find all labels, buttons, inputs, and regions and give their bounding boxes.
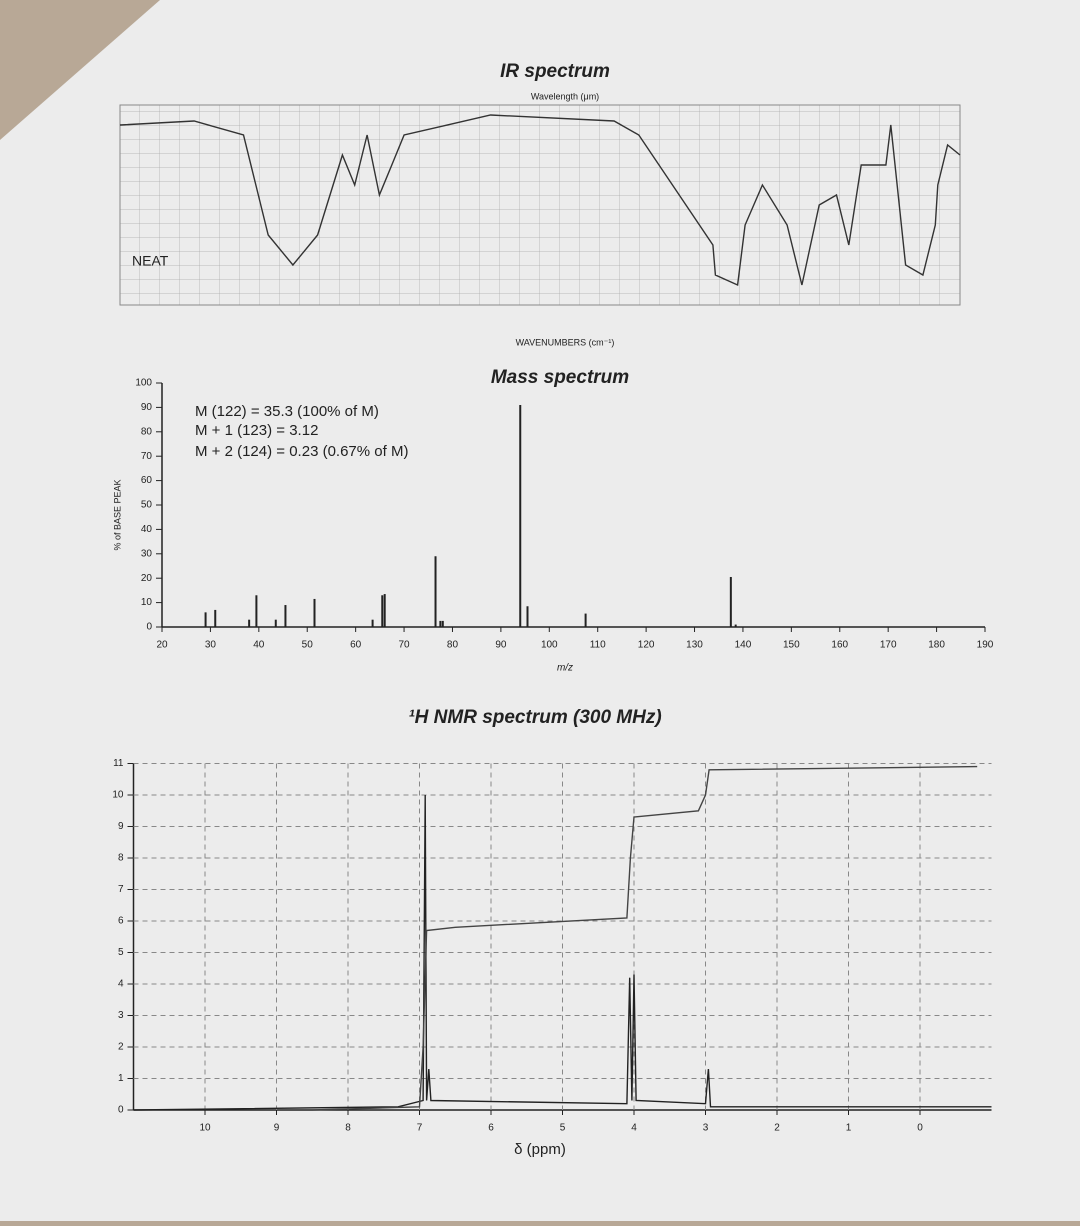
x-tick-label: 40 (253, 640, 265, 651)
x-tick-label: 140 (735, 640, 752, 651)
ms-annotation: M + 1 (123) = 3.12 (195, 422, 318, 439)
y-tick-label: 40 (141, 524, 153, 535)
x-tick-label: 130 (686, 640, 703, 651)
ms-title: Mass spectrum (491, 367, 629, 388)
y-tick-label: 70 (141, 451, 153, 462)
y-tick-label: 11 (113, 758, 124, 769)
y-tick-label: 100 (135, 378, 152, 389)
nmr-title: ¹H NMR spectrum (300 MHz) (408, 707, 661, 728)
x-tick-label: 90 (495, 640, 507, 651)
x-tick-label: 100 (541, 640, 558, 651)
y-tick-label: 30 (141, 548, 153, 559)
y-tick-label: 50 (141, 500, 153, 511)
y-tick-label: 7 (118, 884, 124, 895)
x-tick-label: 60 (350, 640, 362, 651)
y-tick-label: 1 (118, 1073, 124, 1084)
x-tick-label: 120 (638, 640, 655, 651)
y-tick-label: 9 (118, 821, 124, 832)
y-tick-label: 3 (118, 1010, 124, 1021)
x-tick-label: 150 (783, 640, 800, 651)
x-tick-label: 180 (928, 640, 945, 651)
ms-annotation: M + 2 (124) = 0.23 (0.67% of M) (195, 443, 408, 460)
y-tick-label: 80 (141, 426, 153, 437)
y-tick-label: 2 (118, 1042, 124, 1053)
x-tick-label: 20 (156, 640, 168, 651)
y-tick-label: 20 (141, 573, 153, 584)
x-tick-label: 160 (831, 640, 848, 651)
ms-x-label: m/z (557, 663, 573, 674)
x-tick-label: 4 (631, 1123, 637, 1134)
x-tick-label: 1 (846, 1123, 852, 1134)
y-tick-label: 4 (118, 979, 124, 990)
x-tick-label: 50 (302, 640, 314, 651)
x-tick-label: 7 (417, 1123, 423, 1134)
ir-annotation: NEAT (132, 253, 169, 269)
y-tick-label: 8 (118, 853, 124, 864)
y-tick-label: 5 (118, 947, 124, 958)
x-tick-label: 3 (703, 1123, 709, 1134)
y-tick-label: 10 (141, 597, 153, 608)
ir-x-label: WAVENUMBERS (cm⁻¹) (516, 337, 615, 347)
x-tick-label: 190 (977, 640, 994, 651)
ir-subtitle: Wavelength (μm) (531, 91, 599, 101)
y-tick-label: 0 (146, 622, 152, 633)
trace (133, 794, 992, 1111)
x-tick-label: 80 (447, 640, 459, 651)
ir-grid (119, 104, 961, 306)
ms-y-label: % of BASE PEAK (112, 479, 122, 550)
x-tick-label: 10 (199, 1123, 211, 1134)
x-tick-label: 6 (488, 1123, 494, 1134)
x-tick-label: 2 (774, 1123, 780, 1134)
ms-annotation: M (122) = 35.3 (100% of M) (195, 403, 379, 420)
ir-title: IR spectrum (500, 61, 610, 82)
y-tick-label: 60 (141, 475, 153, 486)
x-tick-label: 30 (205, 640, 217, 651)
x-tick-label: 5 (560, 1123, 566, 1134)
x-tick-label: 110 (590, 640, 606, 651)
x-tick-label: 0 (917, 1123, 923, 1134)
nmr-x-label: δ (ppm) (514, 1141, 566, 1158)
y-tick-label: 0 (118, 1105, 124, 1116)
trace (119, 114, 961, 287)
y-tick-label: 10 (112, 790, 124, 801)
y-tick-label: 6 (118, 916, 124, 927)
x-tick-label: 170 (880, 640, 897, 651)
trace (312, 765, 978, 1111)
x-tick-label: 9 (274, 1123, 280, 1134)
y-tick-label: 90 (141, 402, 153, 413)
x-tick-label: 8 (345, 1123, 351, 1134)
x-tick-label: 70 (398, 640, 410, 651)
